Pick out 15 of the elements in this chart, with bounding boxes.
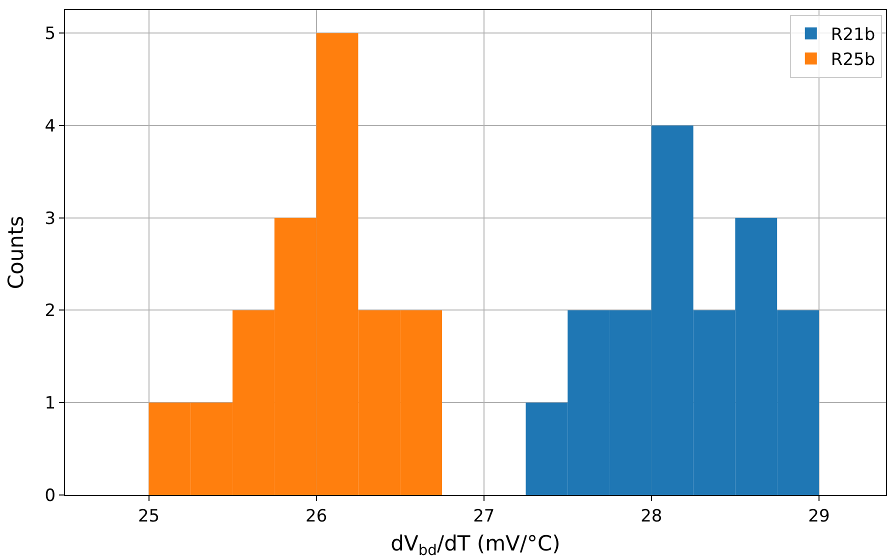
x-tick-label: 25 [138,506,160,526]
x-tick-label: 26 [306,506,328,526]
y-tick-label: 1 [44,394,56,414]
y-tick-label: 0 [44,486,56,506]
x-tick-label: 27 [473,506,495,526]
legend-label: R21b [830,25,876,46]
y-tick-label: 2 [44,301,56,322]
y-tick-label: 3 [44,208,56,229]
y-tick-label: 4 [44,116,56,136]
x-tick-label: 28 [640,506,662,526]
legend-label: R25b [830,50,876,70]
y-axis-title: Counts [4,216,28,290]
y-tick-label: 5 [44,24,56,44]
x-tick-label: 29 [808,506,830,526]
x-axis-title: dV$_{bd}$/dT (mV/°C) [390,532,560,559]
